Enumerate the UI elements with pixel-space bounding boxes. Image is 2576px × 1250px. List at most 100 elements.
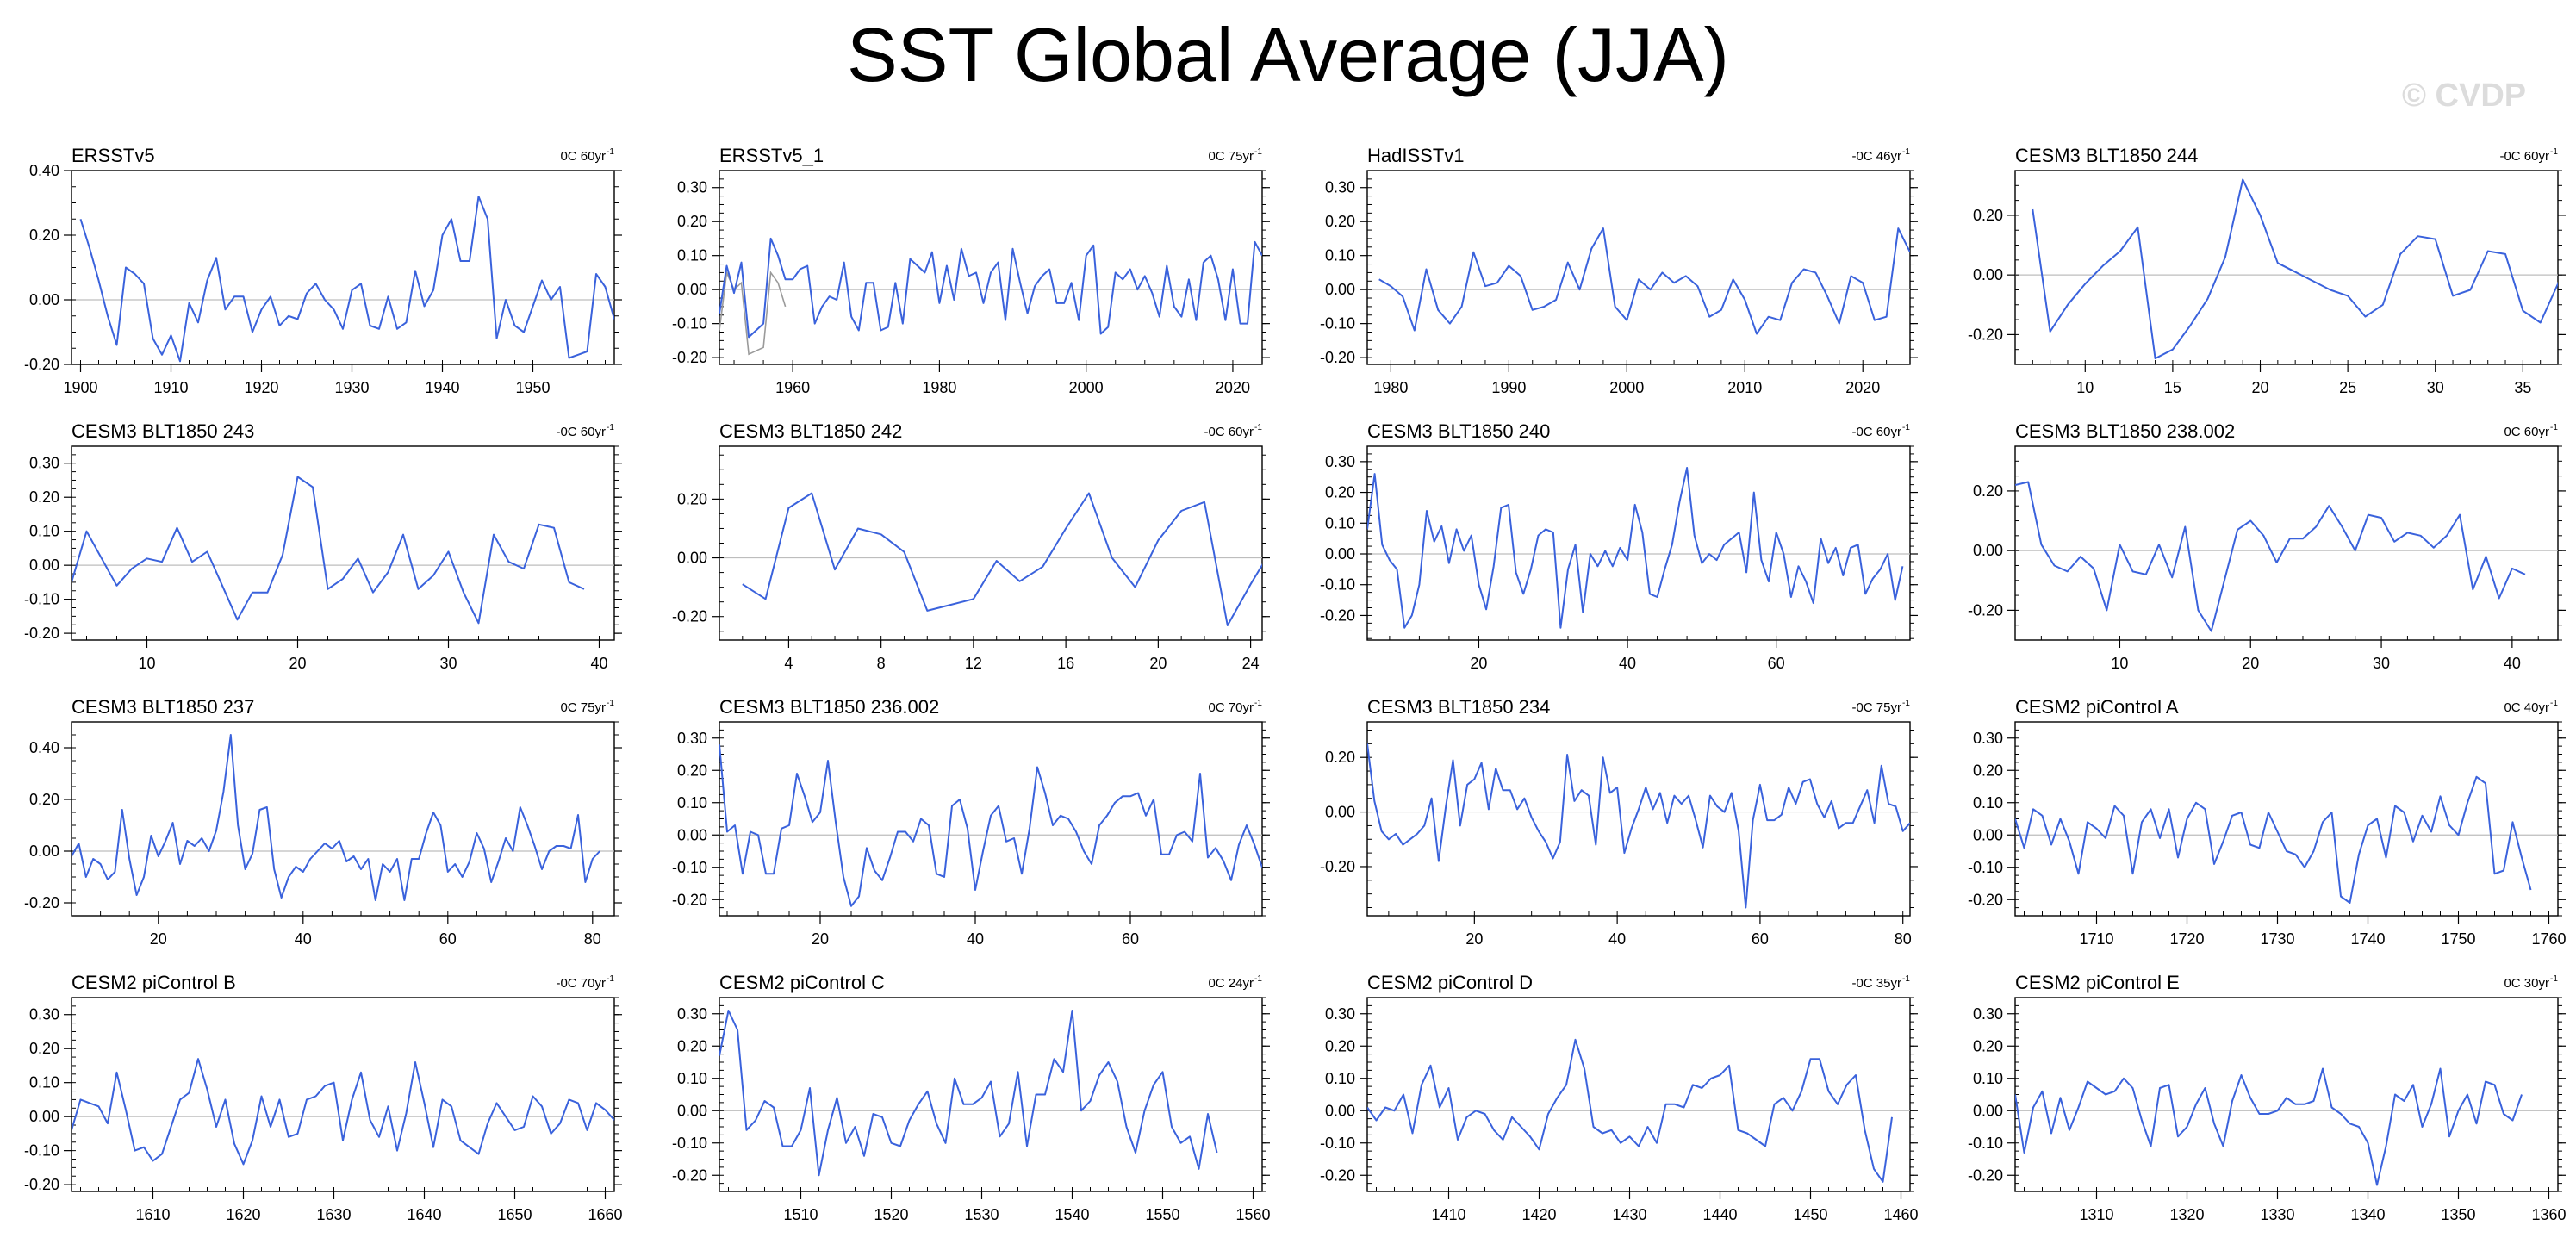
plot-frame	[1366, 997, 1911, 1192]
trend-exponent: -1	[1254, 699, 1262, 708]
y-tick-label: 0.20	[1973, 482, 2003, 500]
y-tick-label: 0.20	[677, 1037, 707, 1054]
y-tick-label: -0.20	[24, 1176, 59, 1193]
x-tick-label: 30	[2373, 655, 2390, 672]
panel-title: CESM3 BLT1850 238.002	[2015, 420, 2235, 442]
panel-title: CESM2 piControl C	[719, 972, 885, 993]
trend-exponent: -1	[607, 147, 614, 157]
x-tick-label: 24	[1242, 655, 1260, 672]
y-tick-label: 0.30	[677, 730, 707, 747]
x-tick-label: 1940	[425, 379, 459, 396]
x-tick-label: 80	[584, 930, 601, 948]
x-tick-label: 1640	[407, 1206, 441, 1223]
series-line	[72, 476, 585, 625]
trend-exponent: -1	[1254, 147, 1262, 157]
trend-exponent: -1	[607, 974, 614, 984]
trend-exponent: -1	[1902, 147, 1910, 157]
x-tick-label: 1620	[226, 1206, 260, 1223]
y-tick-label: -0.20	[1968, 891, 2003, 908]
trend-exponent: -1	[2550, 147, 2558, 157]
y-tick-label: 0.00	[1325, 281, 1355, 298]
y-tick-label: 0.00	[1973, 826, 2003, 843]
y-tick-label: 0.10	[29, 1074, 59, 1091]
y-tick-label: -0.10	[24, 591, 59, 608]
chart-panel: CESM3 BLT1850 242 -0C 60yr -1 -0.20 0.00 0.20…	[672, 420, 1270, 672]
x-tick-label: 1740	[2350, 930, 2385, 948]
x-tick-label: 25	[2339, 379, 2356, 396]
y-tick-label: 0.30	[1325, 1005, 1355, 1023]
y-tick-label: 0.20	[29, 488, 59, 506]
y-tick-label: 0.10	[1973, 794, 2003, 812]
x-tick-label: 1630	[316, 1206, 351, 1223]
y-tick-label: 0.00	[1973, 1102, 2003, 1119]
y-tick-label: 0.20	[1325, 484, 1355, 501]
y-tick-label: 0.00	[677, 826, 707, 843]
x-tick-label: 40	[967, 930, 984, 948]
trend-label: -0C 75yr	[1851, 700, 1901, 715]
y-tick-label: -0.10	[1968, 1135, 2003, 1152]
series-line	[72, 1058, 614, 1166]
series-line	[719, 237, 1262, 339]
y-tick-label: 0.30	[1973, 730, 2003, 747]
panel-title: ERSSTv5_1	[719, 145, 824, 166]
trend-label: -0C 35yr	[1851, 976, 1901, 991]
trend-label: -0C 60yr	[1851, 425, 1901, 439]
trend-exponent: -1	[607, 699, 614, 708]
y-tick-label: 0.00	[29, 1108, 59, 1125]
x-tick-label: 10	[2111, 655, 2128, 672]
x-tick-label: 1720	[2169, 930, 2204, 948]
x-tick-label: 20	[2252, 379, 2269, 396]
y-tick-label: 0.00	[29, 557, 59, 574]
trend-label: 0C 60yr	[560, 149, 606, 164]
x-tick-label: 2000	[1069, 379, 1104, 396]
panel-title: CESM3 BLT1850 236.002	[719, 696, 939, 718]
y-tick-label: 0.00	[677, 550, 707, 567]
x-tick-label: 2020	[1845, 379, 1880, 396]
x-tick-label: 20	[812, 930, 829, 948]
y-tick-label: -0.20	[24, 625, 59, 642]
series-line	[2015, 481, 2526, 632]
panel-title: CESM3 BLT1850 234	[1367, 696, 1550, 718]
x-tick-label: 1650	[497, 1206, 532, 1223]
y-tick-label: -0.20	[672, 349, 707, 366]
x-tick-label: 1920	[244, 379, 278, 396]
trend-label: -0C 60yr	[556, 425, 606, 439]
panel-title: CESM3 BLT1850 242	[719, 420, 902, 442]
x-tick-label: 1330	[2260, 1206, 2294, 1223]
trend-exponent: -1	[1254, 423, 1262, 432]
x-tick-label: 40	[295, 930, 312, 948]
x-tick-label: 60	[1768, 655, 1785, 672]
y-tick-label: 0.30	[29, 1006, 59, 1023]
y-tick-label: 0.00	[1325, 804, 1355, 821]
plot-frame	[71, 721, 615, 917]
series-line	[719, 1010, 1218, 1177]
y-tick-label: -0.20	[1968, 601, 2003, 619]
series-line	[2015, 775, 2532, 904]
x-tick-label: 1530	[964, 1206, 999, 1223]
x-tick-label: 30	[2427, 379, 2444, 396]
x-tick-label: 60	[1122, 930, 1139, 948]
x-tick-label: 1410	[1431, 1206, 1465, 1223]
x-tick-label: 20	[289, 655, 306, 672]
x-tick-label: 1460	[1883, 1206, 1918, 1223]
y-tick-label: 0.30	[677, 179, 707, 196]
y-tick-label: 0.00	[677, 281, 707, 298]
trend-exponent: -1	[2550, 699, 2558, 708]
y-tick-label: 0.00	[1973, 266, 2003, 283]
x-tick-label: 20	[1470, 655, 1487, 672]
x-tick-label: 1340	[2350, 1206, 2385, 1223]
x-tick-label: 4	[784, 655, 793, 672]
y-tick-label: 0.10	[677, 247, 707, 264]
x-tick-label: 1610	[135, 1206, 170, 1223]
x-tick-label: 40	[2504, 655, 2521, 672]
series-line	[742, 492, 1262, 626]
trend-label: 0C 30yr	[2504, 976, 2549, 991]
y-tick-label: 0.00	[29, 291, 59, 308]
plot-frame	[2014, 997, 2559, 1192]
x-tick-label: 16	[1057, 655, 1074, 672]
y-tick-label: -0.10	[24, 1142, 59, 1160]
x-tick-label: 1750	[2441, 930, 2475, 948]
y-tick-label: 0.00	[677, 1102, 707, 1119]
trend-label: -0C 46yr	[1851, 149, 1901, 164]
y-tick-label: -0.20	[1320, 349, 1355, 366]
